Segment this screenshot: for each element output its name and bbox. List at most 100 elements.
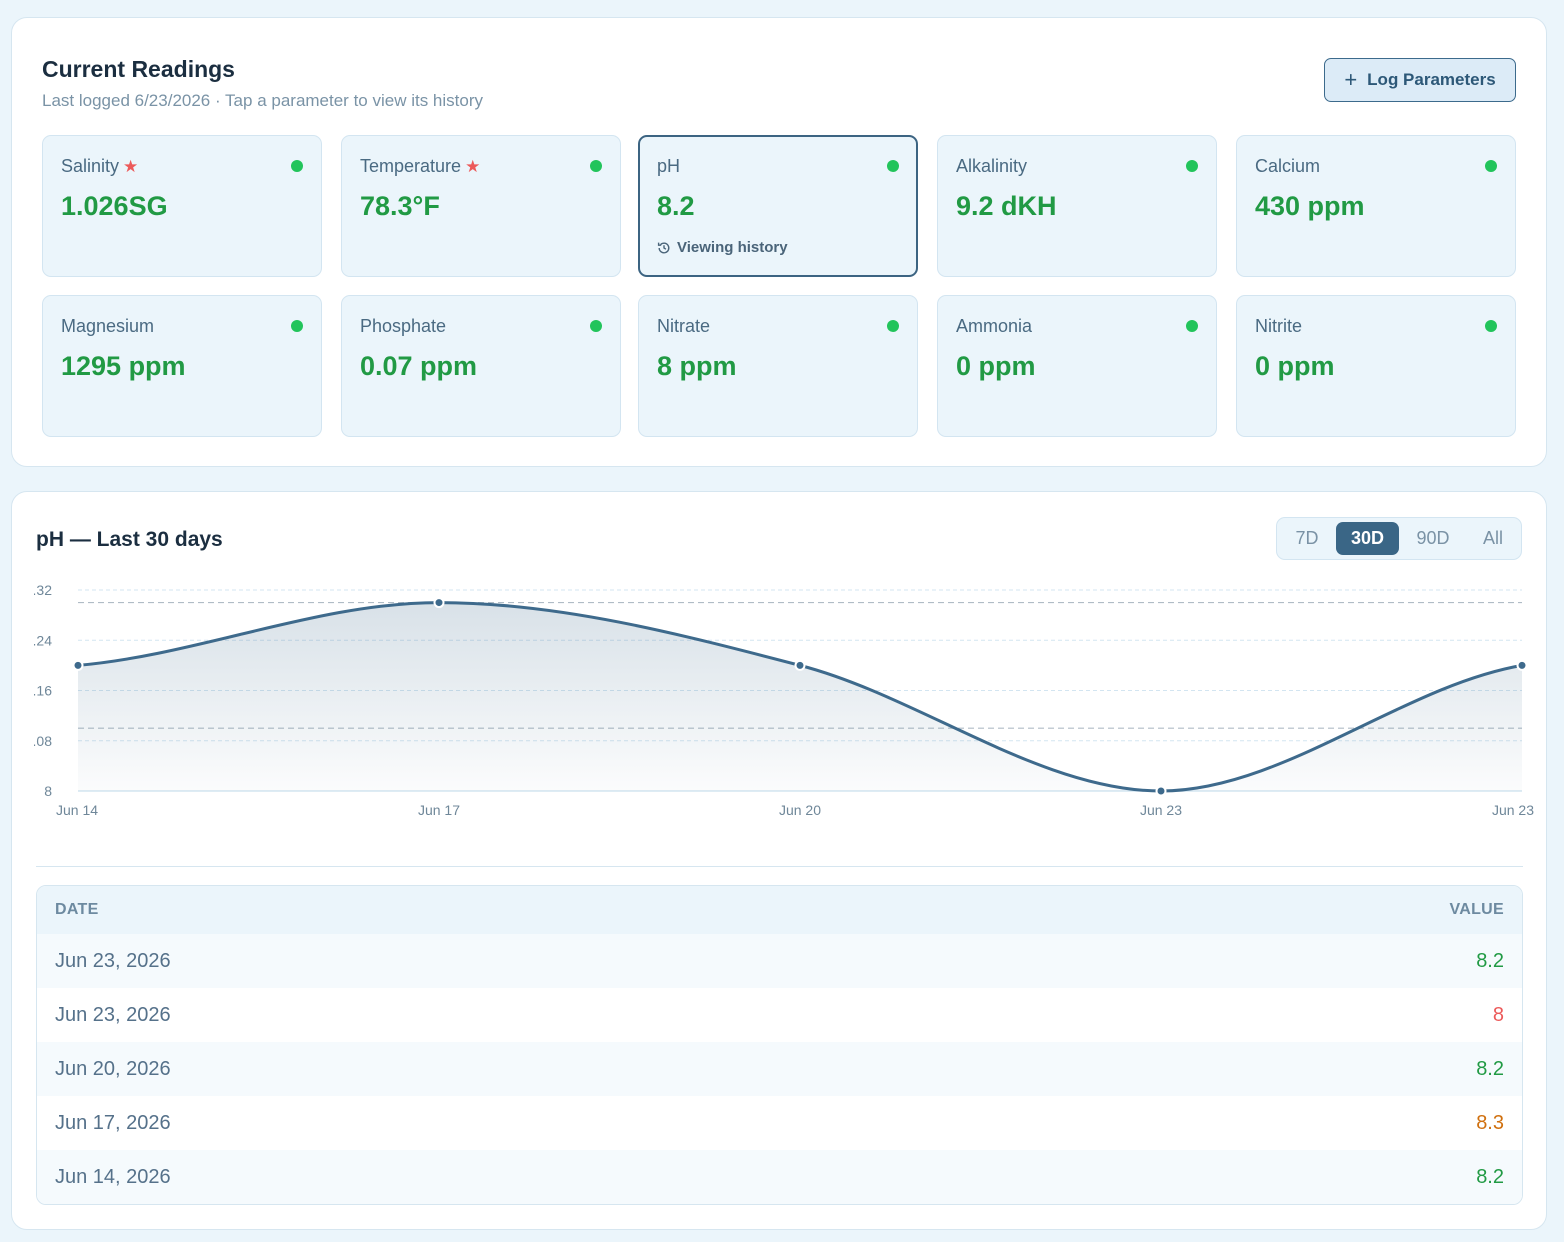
current-readings-panel: Current Readings Last logged 6/23/2026 ·… [11,17,1547,467]
viewing-history-indicator: Viewing history [657,239,788,256]
parameter-name-label: Calcium [1255,156,1321,176]
range-selector: 7D 30D 90D All [1276,517,1522,560]
parameter-value: 1295 ppm [61,351,186,381]
parameter-name-label: Nitrite [1255,316,1303,336]
status-dot-icon [1186,320,1198,332]
parameter-name-label: pH [657,156,681,176]
parameter-name: Phosphate [360,316,446,337]
row-value: 8 [1492,1003,1504,1026]
favorite-star-icon: ★ [465,156,481,176]
parameter-name: pH [657,156,680,177]
last-logged-subtitle: Last logged 6/23/2026 · Tap a parameter … [42,91,483,110]
status-dot-icon [887,160,899,172]
parameter-value: 0 ppm [956,351,1036,381]
row-date: Jun 14, 2026 [55,1165,171,1188]
history-title: pH — Last 30 days [36,528,223,551]
parameter-name-label: Temperature [360,156,462,176]
table-row[interactable]: Jun 20, 2026 8.2 [37,1042,1522,1096]
status-dot-icon [291,320,303,332]
parameter-value: 8 ppm [657,351,737,381]
y-tick-label: .16 [34,683,52,699]
data-point [1516,659,1528,671]
parameter-card-alkalinity[interactable]: Alkalinity 9.2 dKH [937,135,1217,277]
x-tick-label: Jun 20 [779,802,821,818]
range-all-button[interactable]: All [1482,528,1503,548]
parameter-card-salinity[interactable]: Salinity ★ 1.026SG [42,135,322,277]
parameter-name: Nitrite [1255,316,1302,337]
range-90d-button[interactable]: 90D [1416,528,1450,548]
parameter-name: Ammonia [956,316,1032,337]
x-tick-label: Jun 23 [1140,802,1182,818]
data-point [433,597,445,609]
y-tick-label: 8 [44,783,52,799]
parameter-value: 78.3°F [360,191,440,221]
status-dot-icon [1485,320,1497,332]
range-7d-button[interactable]: 7D [1295,528,1319,548]
row-value: 8.2 [1476,949,1504,972]
y-tick-label: .32 [34,582,52,598]
parameter-card-calcium[interactable]: Calcium 430 ppm [1236,135,1516,277]
log-parameters-label: Log Parameters [1367,70,1496,89]
row-value: 8.2 [1476,1165,1504,1188]
parameter-value: 0.07 ppm [360,351,478,381]
x-tick-label: Jun 17 [418,802,460,818]
parameter-name: Alkalinity [956,156,1027,177]
parameter-value: 430 ppm [1255,191,1365,221]
data-point [1155,785,1167,797]
parameter-card-nitrate[interactable]: Nitrate 8 ppm [638,295,918,437]
status-dot-icon [1186,160,1198,172]
parameter-name: Salinity ★ [61,156,138,177]
parameter-name-label: Ammonia [956,316,1033,336]
date-column-header: DATE [55,901,99,918]
parameter-value: 0 ppm [1255,351,1335,381]
status-dot-icon [590,320,602,332]
page-title: Current Readings [42,56,235,82]
table-row[interactable]: Jun 23, 2026 8.2 [37,934,1522,988]
table-row[interactable]: Jun 23, 2026 8 [37,988,1522,1042]
history-table: DATE VALUE Jun 23, 2026 8.2 Jun 23, 2026 8 J… [36,885,1523,1205]
y-tick-label: .08 [34,733,52,749]
series-area [78,602,1522,791]
row-date: Jun 20, 2026 [55,1057,171,1080]
parameter-name-label: Salinity [61,156,120,176]
history-panel: pH — Last 30 days 7D 30D 90D All .32 .24.… [11,491,1547,1230]
parameter-name-label: Magnesium [61,316,155,336]
favorite-star-icon: ★ [123,156,139,176]
value-column-header: VALUE [1449,901,1504,918]
row-value: 8.2 [1476,1057,1504,1080]
history-icon [657,242,670,253]
data-point [794,659,806,671]
status-dot-icon [887,320,899,332]
x-tick-label: Jun 14 [56,802,98,818]
parameter-name: Calcium [1255,156,1320,177]
parameter-card-magnesium[interactable]: Magnesium 1295 ppm [42,295,322,437]
table-body: Jun 23, 2026 8.2 Jun 23, 2026 8 Jun 20, 2026… [37,934,1522,1204]
status-dot-icon [291,160,303,172]
parameter-name: Nitrate [657,316,710,337]
viewing-history-label: Viewing history [677,239,788,256]
plus-icon: + [1344,67,1358,92]
parameter-card-nitrite[interactable]: Nitrite 0 ppm [1236,295,1516,437]
parameter-value: 9.2 dKH [956,191,1057,221]
row-date: Jun 23, 2026 [55,949,171,972]
table-row[interactable]: Jun 17, 2026 8.3 [37,1096,1522,1150]
range-30d-button[interactable]: 30D [1336,522,1399,555]
parameter-card-ammonia[interactable]: Ammonia 0 ppm [937,295,1217,437]
parameter-name: Temperature ★ [360,156,480,177]
y-tick-label: .24 [34,632,52,648]
data-point [72,659,84,671]
log-parameters-button[interactable]: + Log Parameters [1324,58,1516,102]
parameter-card-ph[interactable]: pH 8.2 Viewing history [638,135,918,277]
divider [36,866,1523,867]
parameter-card-phosphate[interactable]: Phosphate 0.07 ppm [341,295,621,437]
parameter-value: 8.2 [657,191,695,221]
parameter-name-label: Phosphate [360,316,447,336]
table-row[interactable]: Jun 14, 2026 8.2 [37,1150,1522,1204]
row-value: 8.3 [1476,1111,1504,1134]
x-tick-label: Jun 23 [1492,802,1534,818]
row-date: Jun 23, 2026 [55,1003,171,1026]
status-dot-icon [1485,160,1497,172]
parameter-value: 1.026SG [61,191,168,221]
parameter-card-temperature[interactable]: Temperature ★ 78.3°F [341,135,621,277]
